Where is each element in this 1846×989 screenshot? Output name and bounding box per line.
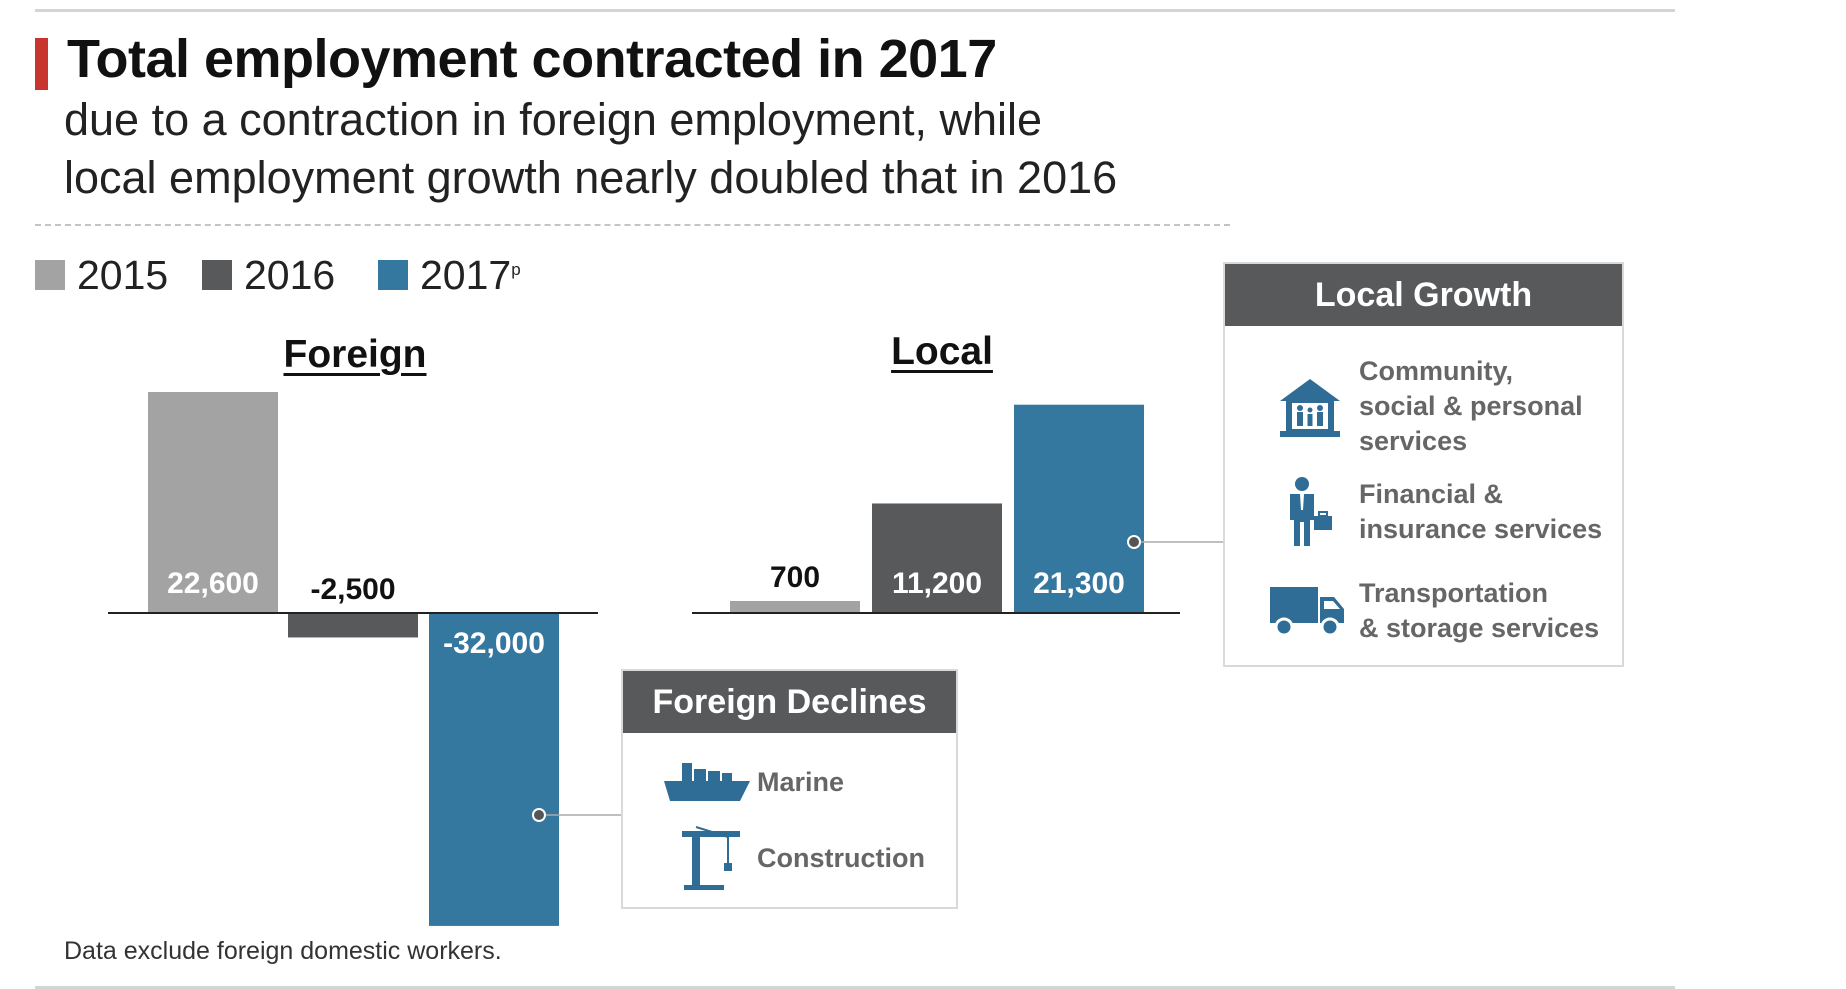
bar-label-foreign-2015: 22,600 <box>167 567 259 600</box>
crane-icon <box>681 825 741 891</box>
local-growth-box: Local Growth Community, social & persona… <box>1223 262 1624 667</box>
foreign-declines-title: Foreign Declines <box>623 671 956 733</box>
panel-title-foreign: Foreign <box>283 333 427 376</box>
bar-label-local-2016: 11,200 <box>892 567 982 600</box>
footnote: Data exclude foreign domestic workers. <box>64 937 502 965</box>
bar-local-2016 <box>872 503 1002 613</box>
local-growth-item-community: Community, social & personal services <box>1277 354 1583 459</box>
bar-foreign-2015 <box>148 392 278 613</box>
legend-label-2015: 2015 <box>77 251 169 298</box>
connector-dot-local <box>1127 535 1141 549</box>
legend-item-2017: 2017p <box>378 252 521 298</box>
panel-title-local: Local <box>891 330 993 373</box>
legend-swatch-2017 <box>378 260 408 290</box>
legend-label-2017: 2017p <box>420 251 521 298</box>
bar-label-local-2015: 700 <box>770 561 820 594</box>
local-growth-title: Local Growth <box>1225 264 1622 326</box>
community-building-icon <box>1277 375 1343 439</box>
legend-item-2015: 2015 <box>35 252 168 298</box>
legend-label-2016: 2016 <box>244 251 336 298</box>
foreign-declines-text-construction: Construction <box>757 842 925 873</box>
local-growth-item-transport: Transportation & storage services <box>1269 576 1599 646</box>
foreign-declines-text-marine: Marine <box>757 766 845 797</box>
local-growth-text-financial: Financial & insurance services <box>1359 479 1603 544</box>
local-growth-text-community: Community, social & personal services <box>1359 356 1583 456</box>
foreign-declines-box: Foreign Declines Marine Constructi <box>621 669 958 909</box>
local-growth-item-financial: Financial & insurance services <box>1285 476 1602 548</box>
bar-label-foreign-2016: -2,500 <box>310 573 395 606</box>
local-growth-text-transport: Transportation & storage services <box>1359 578 1600 643</box>
dashed-divider <box>35 224 1230 226</box>
bar-local-2015 <box>730 601 860 613</box>
bar-local-2017p <box>1014 404 1144 613</box>
bar-label-local-2017p: 21,300 <box>1033 567 1125 600</box>
legend-swatch-2016 <box>202 260 232 290</box>
bar-foreign-2016 <box>288 613 418 638</box>
truck-icon <box>1269 585 1347 637</box>
connector-dot-foreign <box>532 808 546 822</box>
chart-subtitle-line-1: due to a contraction in foreign employme… <box>64 94 1043 145</box>
bar-label-foreign-2017p: -32,000 <box>443 627 545 660</box>
businessman-icon <box>1285 476 1335 548</box>
chart-subtitle-line-2: local employment growth nearly doubled t… <box>64 152 1118 203</box>
chart-title: Total employment contracted in 2017 <box>67 29 997 89</box>
title-accent-bar <box>35 38 48 90</box>
legend-swatch-2015 <box>35 260 65 290</box>
bar-foreign-2017p <box>429 613 559 926</box>
legend-item-2016: 2016 <box>202 252 335 298</box>
top-rule <box>35 9 1675 12</box>
foreign-declines-item-marine: Marine <box>663 759 844 805</box>
cargo-ship-icon <box>663 759 751 805</box>
foreign-declines-item-construction: Construction <box>681 825 925 891</box>
